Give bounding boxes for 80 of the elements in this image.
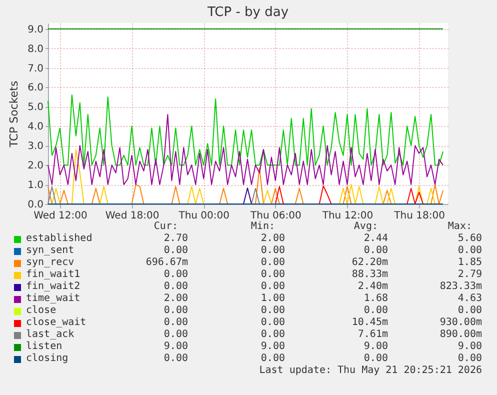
text: 930.00m [440,317,482,329]
text: 0.00 [164,281,188,293]
text: 0.00 [260,245,285,257]
text: 0.00 [260,257,285,269]
y-axis-title: TCP Sockets [8,80,21,148]
text: 1.85 [458,257,482,269]
text: 0.00 [364,305,388,317]
text: Max: [448,221,472,233]
text: 0.00 [164,269,188,281]
text: 62.20m [352,257,388,269]
y-tick-label: 3.0 [28,141,44,152]
y-tick-label: 2.0 [28,160,44,172]
line-series [48,114,444,186]
legend-label: syn_recv [26,257,74,269]
y-tick-label: 7.0 [28,63,44,74]
text: Min: [250,221,275,233]
text: 2.00 [260,233,285,245]
x-tick-label: Thu 06:00 [250,210,302,222]
text: 7.61m [358,329,388,341]
text: Avg: [354,221,378,233]
legend-label: fin_wait1 [26,269,80,281]
text: 890.00m [440,329,482,341]
y-tick-label: 4.0 [28,122,44,133]
text: 2.00 [164,293,188,305]
text: 1.68 [364,293,388,305]
text: 2.44 [364,233,388,245]
text: Cur: [154,221,178,233]
text: 9.00 [260,341,285,353]
text: 0.00 [458,245,482,257]
text: 0.00 [364,353,388,365]
text: 0.00 [164,329,188,341]
text: 0.00 [260,269,285,281]
line-series [48,94,444,166]
text: 5.60 [458,233,482,245]
text: 2.40m [358,281,388,293]
text: 2.70 [164,233,188,245]
legend-label: last_ack [26,329,74,341]
text: 88.33m [352,269,388,281]
y-tick-label: 1.0 [28,180,44,192]
text: 696.67m [146,257,188,269]
legend-label: close_wait [26,317,86,329]
text: 10.45m [352,317,388,329]
text: 0.00 [260,353,285,365]
text: 0.00 [260,329,285,341]
text: 0.00 [364,245,388,257]
text: 823.33m [440,281,482,293]
y-tick-label: 6.0 [28,82,44,94]
text: 0.00 [164,245,188,257]
legend-label: established [26,233,92,245]
text: 0.00 [164,305,188,317]
text: 0.00 [164,317,188,329]
legend-label: closing [26,353,68,365]
y-tick-label: 9.0 [28,24,44,36]
y-tick-label: 8.0 [28,44,44,55]
legend-label: fin_wait2 [26,281,80,293]
legend-label: time_wait [26,293,80,305]
text: 0.00 [260,317,285,329]
text: 2.79 [458,269,482,281]
text: 0.00 [164,353,188,365]
text: Last update: Thu May 21 20:25:21 2026 [259,365,482,377]
y-tick-label: 5.0 [28,102,44,114]
text: 0.00 [458,305,482,317]
text: 4.63 [458,293,482,305]
text: 0.00 [458,353,482,365]
x-tick-label: Wed 18:00 [105,210,160,222]
text: 9.00 [364,341,388,353]
text: 9.00 [458,341,482,353]
x-tick-label: Thu 18:00 [393,210,445,222]
x-tick-label: Thu 00:00 [178,210,230,222]
text: 0.00 [260,281,285,293]
y-tick-label: 0.0 [28,200,44,210]
legend-label: syn_sent [26,245,74,257]
x-tick-label: Wed 12:00 [34,210,88,222]
legend-label: close [26,305,56,317]
x-tick-label: Thu 12:00 [321,210,374,222]
text: 9.00 [164,341,188,353]
legend-label: listen [26,341,62,353]
text: 1.00 [260,293,285,305]
text: 0.00 [260,305,285,317]
chart-title: TCP - by day [206,5,289,20]
